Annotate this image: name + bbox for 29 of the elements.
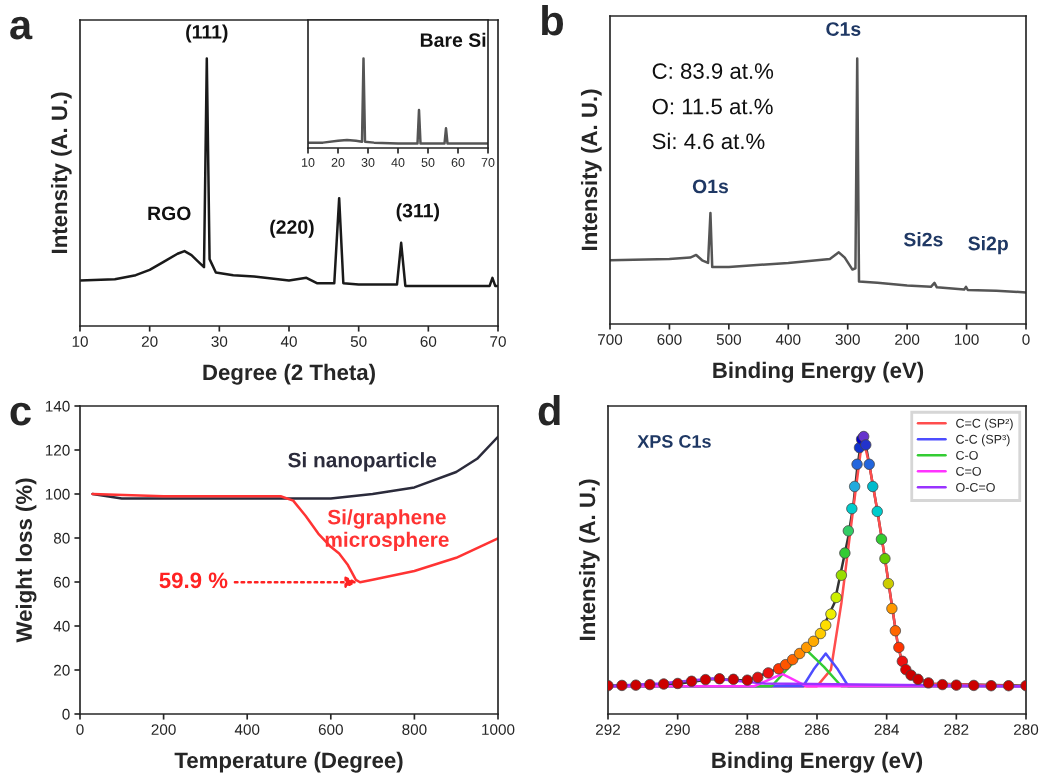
- annotation: Si2s: [903, 232, 943, 247]
- chart-title: b: [542, 4, 564, 36]
- x-axis-title: Degree (2 Theta): [203, 363, 375, 385]
- annotation: C: 83.9 at.%: [652, 63, 774, 79]
- text: Bare Si: [420, 32, 486, 47]
- annotation: O: 11.5 at.%: [652, 98, 773, 115]
- annotation: Si: 4.6 at.%: [652, 132, 765, 150]
- y-axis-title: Intensity (A. U.): [580, 89, 602, 250]
- chart-title: d: [538, 394, 560, 426]
- x-axis-title: Binding Energy (eV): [713, 361, 924, 383]
- x-axis-title: Binding Energy (eV): [712, 751, 923, 773]
- x-axis-title: Temperature (Degree): [174, 751, 403, 773]
- chart-title: a: [10, 16, 33, 40]
- annotation: 59.9 %: [159, 572, 228, 589]
- y-axis-title: Weight loss (%): [15, 478, 37, 643]
- line-series: [91, 435, 498, 500]
- annotation: (220): [270, 219, 314, 238]
- y-axis-title: Intensity (A. U.): [578, 479, 600, 640]
- annotation: RGO: [148, 206, 191, 221]
- annotation: Si2p: [968, 236, 1008, 255]
- series-label: Si/graphene microsphere: [325, 509, 449, 552]
- annotation: (111): [186, 24, 228, 43]
- annotation: (311): [396, 203, 440, 222]
- chart-title: c: [10, 402, 31, 426]
- annotation: XPS C1s: [637, 435, 711, 448]
- series-label: Si nanoparticle: [288, 452, 437, 472]
- annotation: O1s: [692, 179, 729, 194]
- annotation: C1s: [826, 22, 861, 36]
- y-axis-title: Intensity (A. U.): [50, 92, 72, 253]
